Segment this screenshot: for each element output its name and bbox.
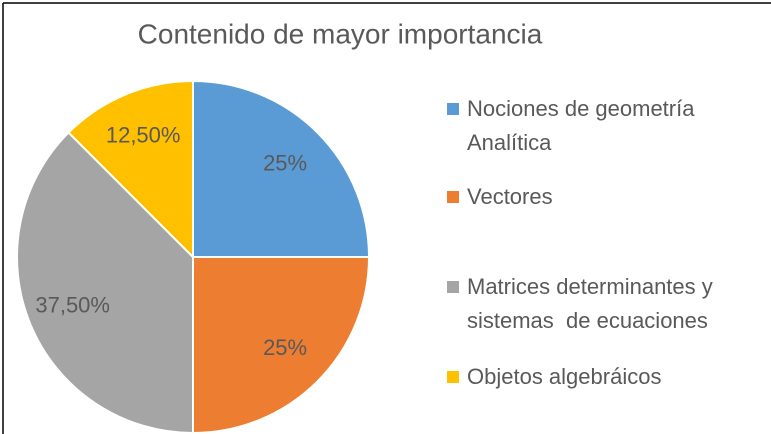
legend-swatch — [447, 103, 459, 115]
legend-swatch — [447, 281, 459, 293]
legend-swatch — [447, 191, 459, 203]
chart-title: Contenido de mayor importancia — [138, 18, 543, 49]
legend-label: Objetos algebráicos — [467, 364, 662, 389]
legend-item: Matrices determinantes y sistemas de ecu… — [447, 270, 747, 338]
legend-label: Vectores — [467, 184, 553, 209]
data-label: 37,50% — [35, 293, 110, 318]
pie-slice — [16, 131, 194, 434]
legend-label: Matrices determinantes y sistemas de ecu… — [467, 274, 719, 333]
data-label: 12,50% — [106, 122, 181, 147]
data-label: 25% — [263, 335, 307, 360]
legend-swatch — [447, 371, 459, 383]
data-label: 25% — [263, 151, 307, 176]
pie-slice — [67, 79, 194, 260]
legend-label: Nociones de geometría Analítica — [467, 96, 700, 155]
legend-item: Vectores — [447, 180, 747, 214]
legend-item: Nociones de geometría Analítica — [447, 92, 747, 160]
pie-slice — [192, 79, 371, 258]
legend-item: Objetos algebráicos — [447, 360, 747, 394]
pie-slice — [192, 256, 371, 434]
